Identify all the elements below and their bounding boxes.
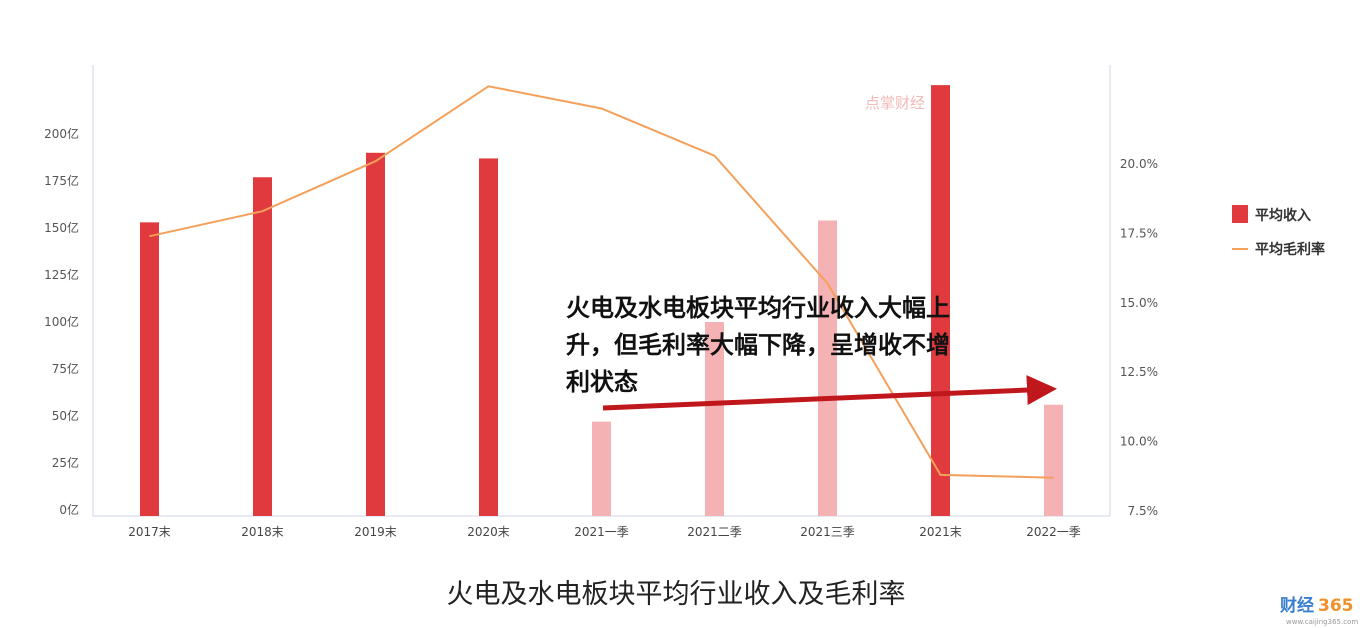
x-tick-label: 2021一季 (574, 525, 629, 539)
annotation-line-3: 利状态 (566, 368, 638, 396)
right-tick-label: 17.5% (1120, 226, 1158, 240)
left-tick-label: 125亿 (44, 267, 79, 282)
right-tick-label: 7.5% (1128, 504, 1159, 518)
x-tick-label: 2021末 (919, 525, 962, 539)
annotation: 火电及水电板块平均行业收入大幅上 升，但毛利率大幅下降，呈增收不增 利状态 (566, 294, 1057, 411)
annotation-arrow (602, 375, 1057, 411)
bar (366, 152, 385, 517)
chart-caption: 火电及水电板块平均行业收入及毛利率 (447, 579, 906, 610)
bar-series (140, 85, 1063, 517)
left-tick-label: 25亿 (52, 455, 79, 470)
brand-logo: 财经 365 www.caijing365.com (1279, 595, 1358, 626)
watermark-text: 点掌财经 (865, 94, 925, 112)
left-tick-label: 100亿 (44, 314, 79, 329)
bar (1044, 404, 1063, 516)
bar (140, 222, 159, 517)
legend-label-line: 平均毛利率 (1255, 241, 1325, 258)
x-tick-label: 2019末 (354, 525, 397, 539)
bar (818, 220, 837, 517)
bar (253, 177, 272, 517)
legend-swatch-bar (1232, 205, 1248, 223)
x-tick-label: 2022一季 (1026, 525, 1081, 539)
bar (479, 158, 498, 516)
right-tick-label: 10.0% (1120, 435, 1158, 449)
x-tick-label: 2018末 (241, 525, 284, 539)
x-tick-label: 2020末 (467, 525, 510, 539)
brand-name-b: 365 (1318, 596, 1354, 616)
x-axis-ticks: 2017末 2018末 2019末 2020末 2021一季 2021二季 2021三季 20… (128, 525, 1081, 539)
bar (705, 322, 724, 516)
x-tick-label: 2021三季 (800, 525, 855, 539)
left-tick-label: 175亿 (44, 173, 79, 188)
left-tick-label: 50亿 (52, 408, 79, 423)
right-axis-ticks: 7.5% 10.0% 12.5% 15.0% 17.5% 20.0% (1120, 157, 1158, 518)
right-tick-label: 12.5% (1120, 365, 1158, 379)
legend: 平均收入 平均毛利率 (1232, 205, 1325, 258)
legend-item-line: 平均毛利率 (1232, 241, 1325, 258)
margin-line (149, 85, 1054, 479)
line-series (149, 85, 1054, 479)
right-tick-label: 20.0% (1120, 157, 1158, 171)
left-tick-label: 0亿 (59, 502, 79, 517)
annotation-line-2: 升，但毛利率大幅下降，呈增收不增 (566, 331, 950, 359)
x-tick-label: 2017末 (128, 525, 171, 539)
left-tick-label: 200亿 (44, 126, 79, 141)
brand-url: www.caijing365.com (1286, 618, 1358, 626)
x-tick-label: 2021二季 (687, 525, 742, 539)
bar (592, 421, 611, 516)
left-tick-label: 150亿 (44, 220, 79, 235)
brand-name-a: 财经 (1279, 595, 1314, 616)
legend-label-bar: 平均收入 (1255, 207, 1311, 224)
bar (931, 85, 950, 517)
left-axis-ticks: 0亿 25亿 50亿 75亿 100亿 125亿 150亿 175亿 200亿 (44, 126, 79, 517)
watermark: 点掌财经 (865, 94, 925, 112)
left-tick-label: 75亿 (52, 361, 79, 376)
annotation-line-1: 火电及水电板块平均行业收入大幅上 (566, 294, 950, 322)
right-tick-label: 15.0% (1120, 296, 1158, 310)
legend-item-bar: 平均收入 (1232, 205, 1311, 224)
